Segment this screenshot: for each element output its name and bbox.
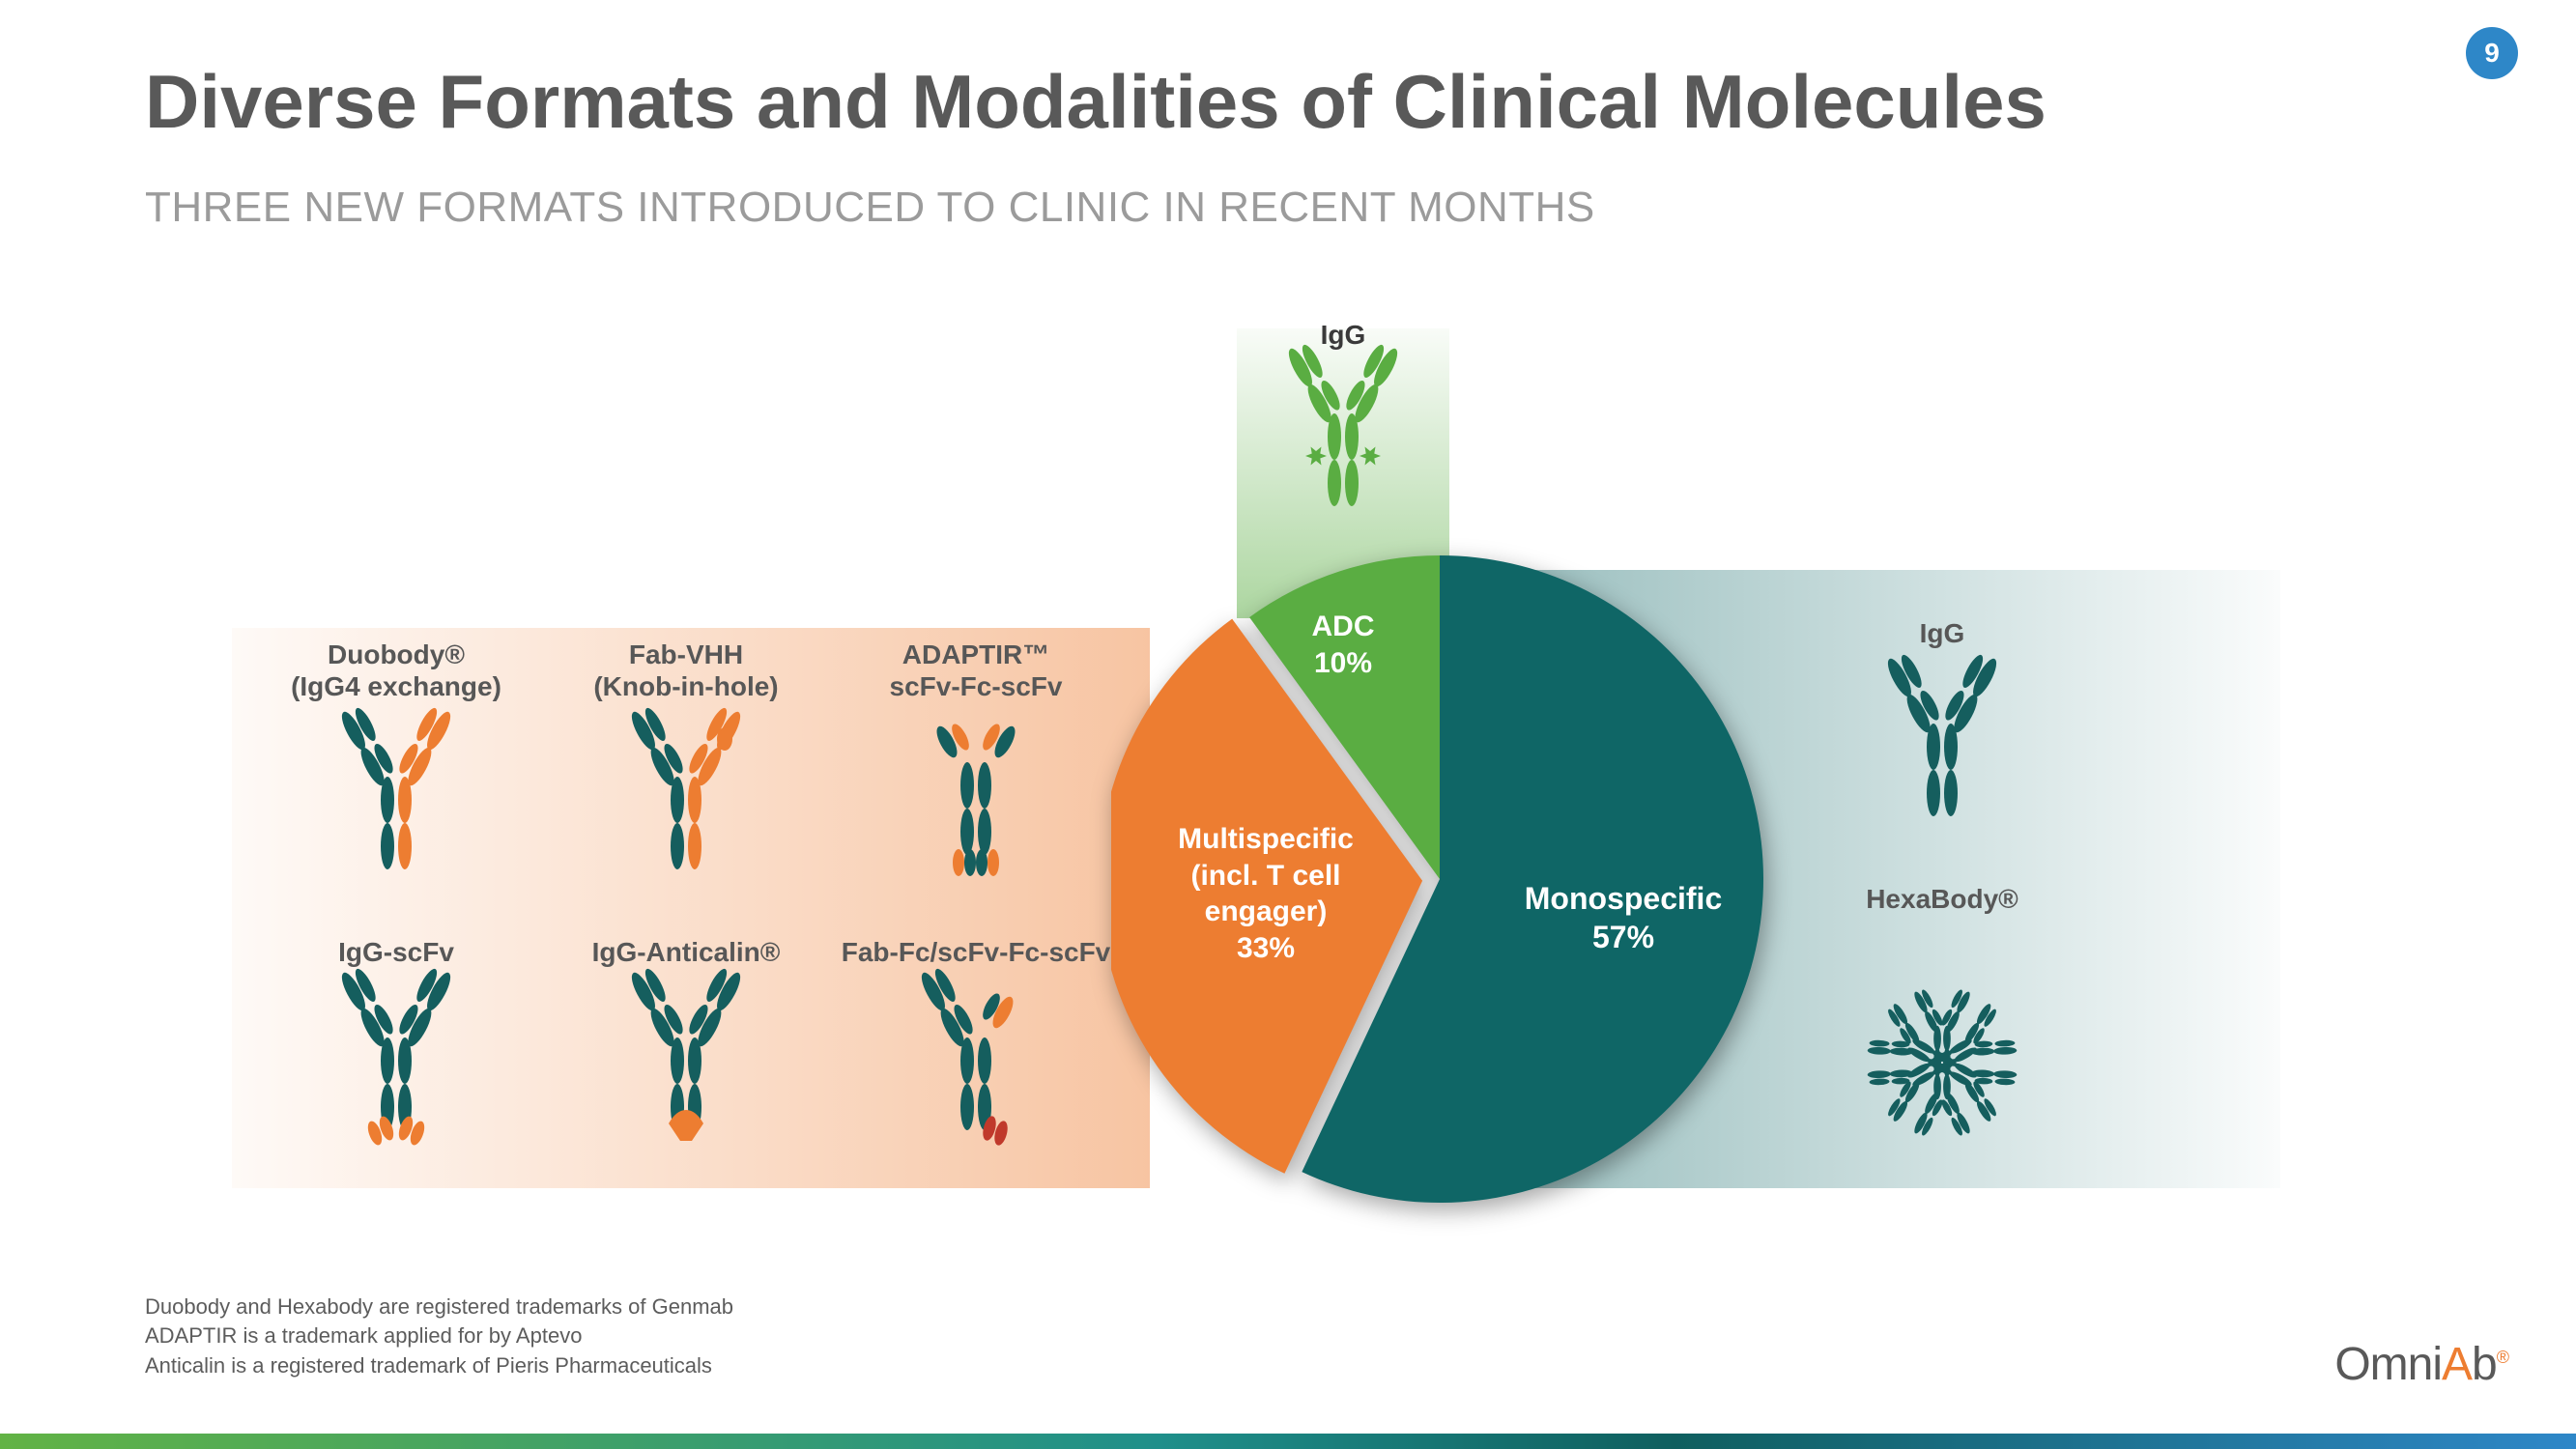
adc-igg-label: IgG	[1237, 319, 1449, 352]
pie-label-monospecific: Monospecific 57%	[1517, 879, 1730, 956]
bottom-accent-bar	[0, 1434, 2576, 1449]
footnote-line: Duobody and Hexabody are registered trad…	[145, 1293, 733, 1322]
card-label-line: (Knob-in-hole)	[541, 670, 831, 703]
card-label: HexaBody®	[1797, 850, 2087, 916]
card-label-line: Fab-VHH	[541, 639, 831, 671]
card-label: Fab-Fc/scFv-Fc-scFv	[831, 903, 1121, 969]
card-label: Fab-VHH (Knob-in-hole)	[541, 638, 831, 703]
card-label-line: IgG	[1797, 617, 2087, 650]
pie-label-text: engager)	[1205, 895, 1328, 927]
card-hexabody: HexaBody®	[1797, 850, 2087, 1198]
card-label: Duobody® (IgG4 exchange)	[251, 638, 541, 703]
monospecific-column: IgG HexaBody®	[1797, 584, 2087, 1198]
footnote-line: Anticalin is a registered trademark of P…	[145, 1351, 733, 1381]
antibody-icon	[831, 980, 1121, 1140]
pie-label-adc: ADC 10%	[1285, 609, 1401, 681]
page-number-badge: 9	[2466, 27, 2518, 79]
antibody-icon	[541, 980, 831, 1140]
page-subtitle: THREE NEW FORMATS INTRODUCED TO CLINIC I…	[145, 184, 1595, 232]
card-label-line: HexaBody®	[1797, 883, 2087, 916]
brand-accent: A	[2442, 1339, 2472, 1390]
pie-label-text: Monospecific	[1525, 881, 1722, 916]
pie-label-text: (incl. T cell	[1190, 860, 1340, 892]
card-duobody: Duobody® (IgG4 exchange)	[251, 638, 541, 874]
antibody-icon	[541, 715, 831, 874]
pie-label-text: ADC	[1312, 611, 1375, 642]
antibody-icon	[1797, 927, 2087, 1198]
card-label-line: (IgG4 exchange)	[251, 670, 541, 703]
card-fabfc: Fab-Fc/scFv-Fc-scFv	[831, 903, 1121, 1140]
antibody-icon	[1797, 662, 2087, 821]
pie-label-text: Multispecific	[1178, 823, 1354, 855]
card-adaptir: ADAPTIR™ scFv-Fc-scFv	[831, 638, 1121, 874]
card-label-line: Duobody®	[251, 639, 541, 671]
card-igg-mono: IgG	[1797, 584, 2087, 821]
brand-pre: Omni	[2334, 1339, 2442, 1390]
adc-igg-card: IgG	[1237, 319, 1449, 517]
antibody-icon	[251, 980, 541, 1140]
card-label-line: IgG-scFv	[251, 936, 541, 969]
card-label-line: Fab-Fc/scFv-Fc-scFv	[831, 936, 1121, 969]
footnotes: Duobody and Hexabody are registered trad…	[145, 1293, 733, 1381]
card-fabvhh: Fab-VHH (Knob-in-hole)	[541, 638, 831, 874]
pie-label-pct: 33%	[1237, 932, 1295, 964]
pie-label-pct: 10%	[1314, 647, 1372, 679]
brand-post: b	[2472, 1339, 2497, 1390]
multispecific-grid: Duobody® (IgG4 exchange) Fab-VHH (Knob-i…	[251, 638, 1121, 1140]
page-title: Diverse Formats and Modalities of Clinic…	[145, 58, 2046, 146]
pie-label-pct: 57%	[1592, 920, 1654, 954]
antibody-icon	[251, 715, 541, 874]
card-label: ADAPTIR™ scFv-Fc-scFv	[831, 638, 1121, 703]
pie-label-multispecific: Multispecific (incl. T cell engager) 33%	[1155, 821, 1377, 966]
card-label-line: scFv-Fc-scFv	[831, 670, 1121, 703]
card-label-line: IgG-Anticalin®	[541, 936, 831, 969]
card-label: IgG-Anticalin®	[541, 903, 831, 969]
card-label: IgG-scFv	[251, 903, 541, 969]
brand-logo: OmniAb®	[2334, 1338, 2508, 1391]
card-label: IgG	[1797, 584, 2087, 650]
card-label-line: ADAPTIR™	[831, 639, 1121, 671]
footnote-line: ADAPTIR is a trademark applied for by Ap…	[145, 1321, 733, 1351]
adc-igg-icon	[1237, 357, 1449, 517]
card-igganticalin: IgG-Anticalin®	[541, 903, 831, 1140]
card-iggscfv: IgG-scFv	[251, 903, 541, 1140]
antibody-icon	[831, 715, 1121, 874]
brand-reg-icon: ®	[2497, 1348, 2508, 1367]
